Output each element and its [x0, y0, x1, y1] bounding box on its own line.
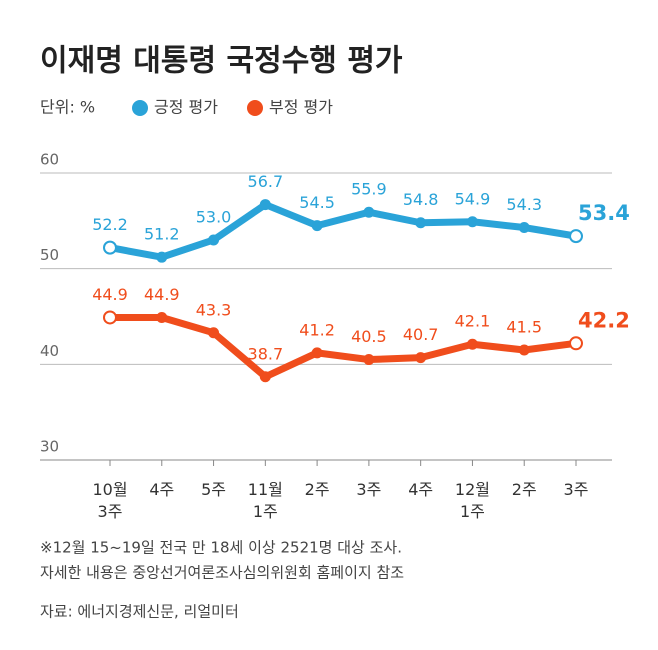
series-line — [109, 201, 577, 261]
data-label: 54.5 — [299, 193, 335, 212]
data-point — [466, 338, 478, 350]
data-point — [415, 217, 427, 229]
data-label: 54.9 — [455, 189, 491, 208]
series-line — [110, 313, 577, 381]
x-tick-label: 2주 — [512, 480, 537, 499]
x-tick-label: 4주 — [149, 480, 174, 499]
data-point — [518, 222, 530, 234]
data-point — [518, 344, 530, 356]
x-tick-label: 11월 1주 — [248, 480, 283, 521]
data-label: 52.2 — [92, 215, 128, 234]
data-point — [208, 327, 220, 339]
data-label: 56.7 — [248, 172, 284, 191]
y-tick-label: 50 — [40, 246, 59, 264]
data-label: 42.2 — [578, 308, 630, 332]
data-point — [156, 251, 168, 263]
data-point — [363, 354, 375, 366]
x-tick-label: 5주 — [201, 480, 226, 499]
note: 자세한 내용은 중앙선거여론조사심의위원회 홈페이지 참조 — [40, 564, 404, 582]
x-tick-label: 12월 1주 — [455, 480, 490, 521]
data-label: 38.7 — [248, 344, 284, 363]
data-label: 40.7 — [403, 325, 439, 344]
source: 자료: 에너지경제신문, 리얼미터 — [40, 603, 239, 621]
data-label: 51.2 — [144, 225, 180, 244]
legend-label: 긍정 평가 — [154, 98, 218, 117]
data-label: 42.1 — [455, 312, 491, 331]
data-label: 53.4 — [578, 201, 630, 225]
data-point — [311, 220, 323, 232]
unit-label: 단위: % — [40, 98, 95, 117]
x-tick-label: 3주 — [564, 480, 589, 499]
data-label: 41.2 — [299, 320, 335, 339]
data-point — [569, 336, 583, 351]
x-tick-label: 10월 3주 — [92, 480, 127, 521]
data-point — [259, 371, 271, 383]
legend-label: 부정 평가 — [269, 98, 333, 117]
data-label: 54.3 — [506, 195, 542, 214]
data-point — [569, 229, 583, 244]
y-tick-label: 60 — [40, 151, 59, 169]
data-label: 53.0 — [196, 207, 232, 226]
data-point — [363, 206, 375, 218]
data-label: 55.9 — [351, 180, 387, 199]
data-point — [156, 311, 168, 323]
x-tick-label: 2주 — [305, 480, 330, 499]
note: ※12월 15~19일 전국 만 18세 이상 2521명 대상 조사. — [40, 539, 402, 557]
legend-marker — [247, 100, 263, 116]
data-label: 54.8 — [403, 190, 439, 209]
data-label: 40.5 — [351, 327, 387, 346]
x-tick-label: 4주 — [408, 480, 433, 499]
data-label: 41.5 — [506, 317, 542, 336]
data-label: 44.9 — [144, 285, 180, 304]
data-label: 43.3 — [196, 300, 232, 319]
legend-marker — [132, 100, 148, 116]
data-point — [466, 216, 478, 228]
data-point — [103, 240, 117, 255]
data-point — [208, 234, 220, 246]
chart-title: 이재명 대통령 국정수행 평가 — [40, 44, 403, 79]
data-point — [259, 199, 271, 211]
y-tick-label: 40 — [40, 342, 59, 360]
data-point — [103, 310, 117, 325]
data-label: 44.9 — [92, 285, 128, 304]
data-point — [311, 347, 323, 359]
data-point — [415, 352, 427, 364]
y-tick-label: 30 — [40, 438, 59, 456]
x-tick-label: 3주 — [356, 480, 381, 499]
